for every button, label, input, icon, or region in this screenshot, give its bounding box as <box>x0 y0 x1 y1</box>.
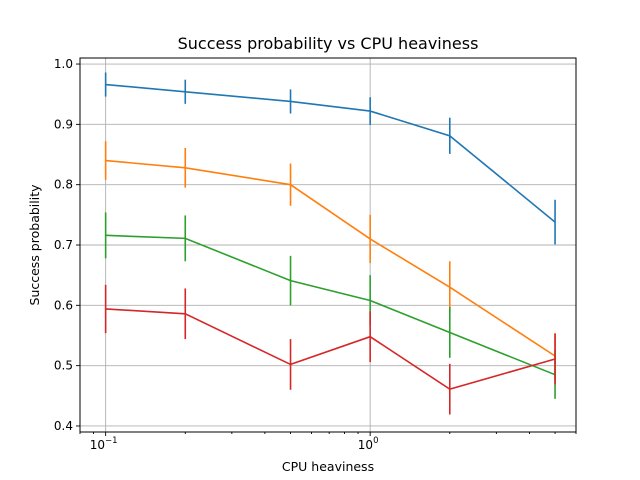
x-tick-label: 100 <box>358 436 379 452</box>
series-layer <box>104 72 556 415</box>
y-tick-label: 0.7 <box>54 238 73 252</box>
y-tick-label: 0.9 <box>54 117 73 131</box>
y-tick-label: 0.6 <box>54 298 73 312</box>
y-axis-label: Success probability <box>27 184 42 306</box>
x-tick-label: 10−1 <box>90 436 118 452</box>
series-3 <box>104 212 556 399</box>
y-tick-label: 0.8 <box>54 178 73 192</box>
ticks: 0.4 0.5 0.6 0.7 0.8 0.9 1.0 10−1 100 <box>54 57 577 452</box>
series-1 <box>104 72 556 245</box>
y-tick-label: 0.4 <box>54 419 73 433</box>
series-4 <box>104 284 556 415</box>
series-line <box>105 234 556 376</box>
chart-title: Success probability vs CPU heaviness <box>178 34 479 53</box>
y-tick-label: 0.5 <box>54 359 73 373</box>
series-2 <box>104 141 556 379</box>
series-line <box>105 308 556 391</box>
x-axis-label: CPU heaviness <box>282 459 374 474</box>
series-line <box>105 83 556 223</box>
grid <box>80 58 576 432</box>
series-line <box>105 159 556 357</box>
y-tick-label: 1.0 <box>54 57 73 71</box>
